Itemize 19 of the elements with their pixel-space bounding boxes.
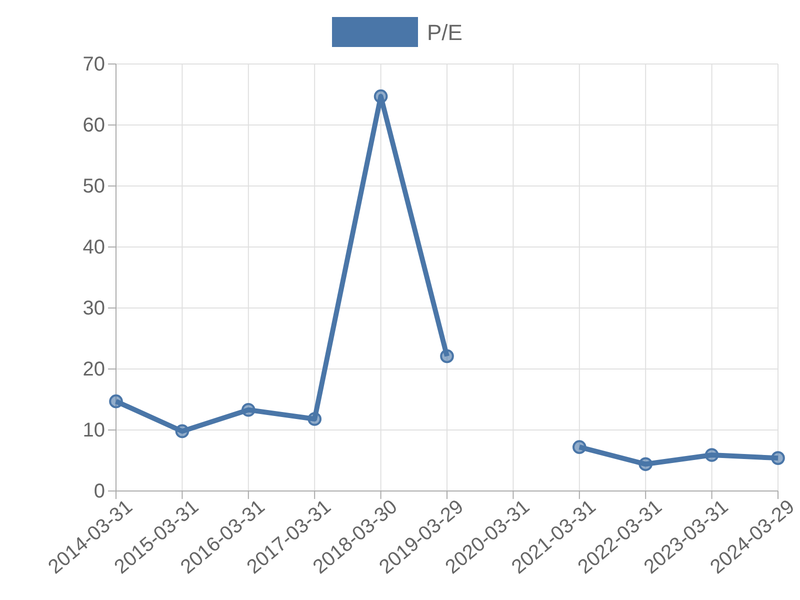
y-tick-label: 40 [82,236,105,258]
point [572,440,586,454]
point [638,457,653,472]
y-tick-label: 70 [82,53,105,76]
point [109,394,123,408]
y-tick-label: 0 [94,480,105,502]
y-tick-label: 60 [82,114,105,136]
point [175,424,190,438]
point [771,451,785,465]
y-tick-label: 50 [82,175,105,198]
point [704,448,719,462]
point [308,412,322,426]
y-tick-label: 20 [82,358,105,380]
point [241,402,256,417]
legend-label: P/E [427,20,462,45]
y-tick-label: 30 [82,297,105,320]
point [374,89,388,104]
point [440,349,454,364]
y-tick-label: 10 [82,419,105,442]
